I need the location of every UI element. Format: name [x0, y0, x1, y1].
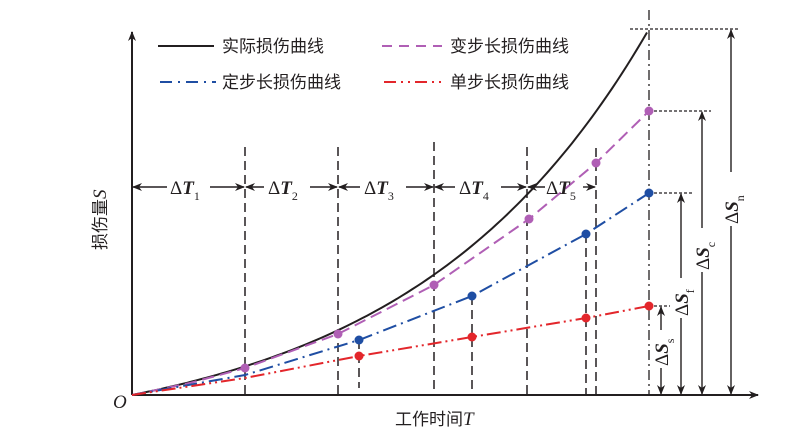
fixed-step-damage-curve [131, 192, 650, 396]
fixed-step-point [354, 335, 364, 345]
legend-label-variable-step: 变步长损伤曲线 [450, 37, 569, 57]
single-step-point [581, 313, 591, 323]
variable-step-point [333, 329, 343, 339]
legend: 实际损伤曲线 变步长损伤曲线 定步长损伤曲线 单步长损伤曲线 [158, 37, 569, 93]
single-step-damage-curve [131, 305, 650, 396]
interval-labels: ΔT1 ΔT2 ΔT3 ΔT4 ΔT5 [170, 178, 576, 203]
increment-label-f: ΔSf [672, 289, 697, 316]
single-step-point [644, 301, 654, 311]
origin-label: O [113, 392, 127, 413]
increment-label-n: ΔSn [722, 195, 747, 224]
variable-step-point [429, 280, 439, 290]
increment-labels: ΔSs ΔSf ΔSc ΔSn [652, 195, 747, 366]
variable-step-points [240, 106, 654, 373]
variable-step-point [591, 158, 601, 168]
variable-step-point [524, 214, 534, 224]
legend-label-single-step: 单步长损伤曲线 [450, 73, 569, 93]
increment-label-s: ΔSs [652, 338, 677, 366]
interval-label-4: ΔT4 [459, 178, 489, 203]
y-axis-label: 损伤量S [90, 189, 111, 250]
fixed-step-points [354, 188, 654, 345]
increment-label-c: ΔSc [693, 242, 718, 270]
actual-damage-curve [131, 31, 648, 396]
interval-label-3: ΔT3 [364, 178, 394, 203]
x-axis-label: 工作时间T [395, 409, 475, 430]
single-step-points [354, 301, 654, 361]
single-step-point [354, 351, 364, 361]
legend-label-fixed-step: 定步长损伤曲线 [222, 73, 341, 93]
legend-label-actual: 实际损伤曲线 [222, 37, 324, 57]
fixed-step-point [581, 229, 591, 239]
variable-step-point [240, 363, 250, 373]
increment-arrows [657, 29, 735, 395]
fixed-step-point [644, 188, 654, 198]
interval-divider-lines [244, 142, 597, 395]
fixed-step-point [467, 291, 477, 301]
reference-lines [630, 28, 740, 307]
interval-label-5: ΔT5 [546, 178, 576, 203]
interval-label-2: ΔT2 [268, 178, 298, 203]
interval-label-1: ΔT1 [170, 178, 200, 203]
variable-step-damage-curve [131, 110, 650, 396]
single-step-point [467, 332, 477, 342]
variable-step-point [644, 106, 654, 116]
